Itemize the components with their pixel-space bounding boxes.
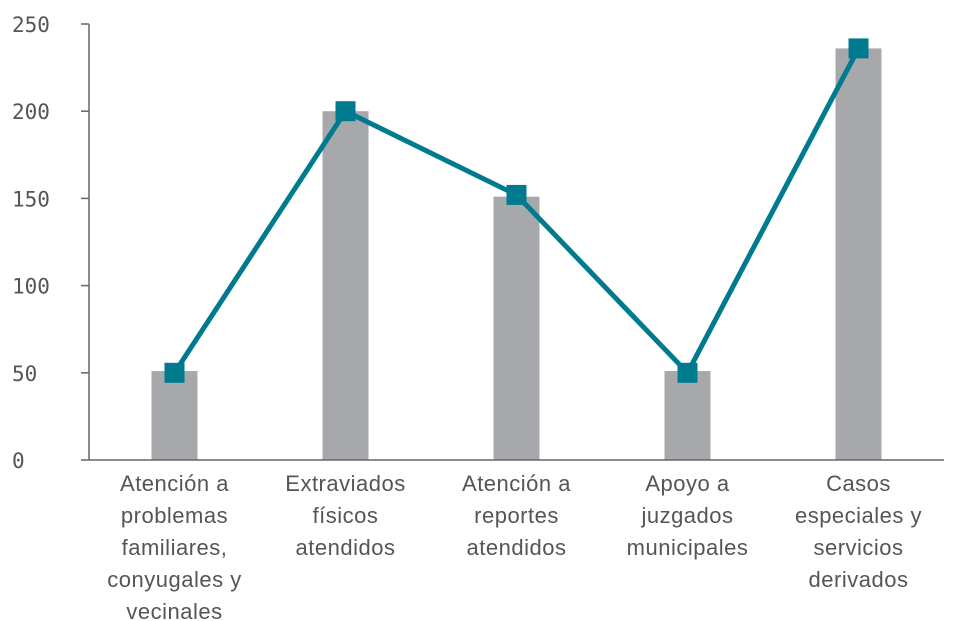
line-point — [335, 101, 356, 122]
x-tick-label-line: Extraviados — [285, 471, 405, 496]
y-tick-label: 150 — [12, 187, 50, 211]
line-point — [164, 362, 185, 383]
x-tick-label-line: juzgados — [640, 503, 733, 528]
x-tick-label-line: derivados — [809, 567, 909, 592]
y-tick-label: 250 — [12, 13, 50, 37]
line-series — [164, 38, 869, 383]
x-tick-label-line: atendidos — [467, 535, 567, 560]
x-tick-label-line: Casos — [826, 471, 891, 496]
x-tick-label-line: Apoyo a — [645, 471, 729, 496]
x-tick-label: Atención a reportes atendidos — [462, 471, 571, 560]
y-tick-label: 200 — [12, 100, 50, 124]
line-point — [677, 362, 698, 383]
x-tick-label: Casos especiales y servicios derivados — [795, 471, 922, 592]
y-axis-ticks: 0 50 100 150 200 250 — [12, 13, 89, 473]
x-tick-label-line: municipales — [627, 535, 749, 560]
x-tick-label-line: familiares, — [122, 535, 228, 560]
x-tick-label-line: especiales y — [795, 503, 922, 528]
line-point — [848, 38, 869, 59]
x-tick-label-line: reportes — [474, 503, 559, 528]
bar — [151, 371, 198, 460]
x-tick-label-line: Atención a — [462, 471, 571, 496]
line-point — [506, 184, 527, 205]
y-tick-label: 50 — [12, 362, 37, 386]
bar-series — [151, 48, 882, 460]
bar — [835, 48, 882, 460]
x-tick-label-line: Atención a — [120, 471, 229, 496]
x-tick-label-line: físicos — [313, 503, 379, 528]
x-tick-label: Apoyo a juzgados municipales — [627, 471, 749, 560]
x-tick-label: Extraviados físicos atendidos — [285, 471, 405, 560]
x-axis-labels: Atención a problemas familiares, conyugales… — [107, 471, 922, 621]
x-tick-label-line: problemas — [121, 503, 228, 528]
x-tick-label-line: vecinales — [126, 599, 222, 621]
x-tick-label-line: servicios — [813, 535, 903, 560]
bar — [664, 371, 711, 460]
x-tick-label-line: conyugales y — [107, 567, 241, 592]
bar — [322, 111, 369, 460]
x-tick-label: Atención a problemas familiares, conyugales… — [107, 471, 241, 621]
x-tick-label-line: atendidos — [296, 535, 396, 560]
bar — [493, 196, 540, 460]
y-tick-label: 100 — [12, 275, 50, 299]
y-tick-label: 0 — [12, 449, 25, 473]
